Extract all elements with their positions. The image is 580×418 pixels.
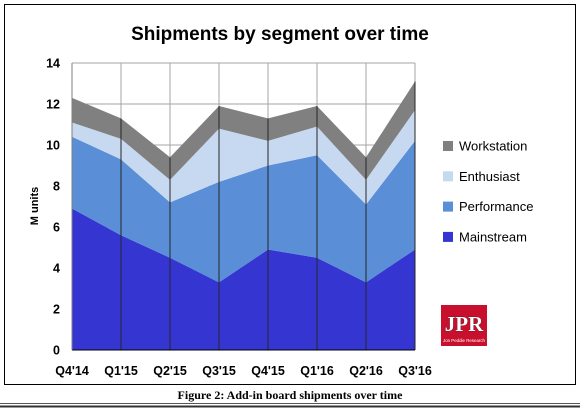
legend-swatch-workstation — [443, 141, 453, 151]
x-tick-label: Q3'16 — [398, 364, 432, 378]
area-performance — [72, 136, 415, 283]
area-enthusiast — [72, 110, 415, 205]
jpr-logo: JPR Jon Peddie Research — [441, 305, 487, 346]
y-tick-label: 0 — [53, 344, 60, 358]
figure-caption: Figure 2: Add-in board shipments over ti… — [178, 388, 404, 402]
y-tick-label: 6 — [53, 221, 60, 235]
logo-text: JPR — [445, 312, 484, 336]
y-tick-label: 10 — [46, 139, 60, 153]
x-tick-label: Q2'15 — [153, 364, 187, 378]
y-tick-label: 8 — [53, 180, 60, 194]
legend-swatch-mainstream — [443, 231, 453, 242]
x-tick-label: Q1'16 — [300, 364, 334, 378]
logo-background — [441, 305, 487, 346]
legend: Workstation Enthusiast Performance Mainstre… — [443, 139, 533, 244]
y-axis-title: M units — [29, 187, 41, 226]
y-tick-label: 12 — [46, 98, 60, 112]
legend-swatch-enthusiast — [443, 171, 453, 182]
legend-swatch-performance — [443, 201, 453, 212]
logo-subtext: Jon Peddie Research — [443, 338, 485, 344]
legend-label-enthusiast: Enthusiast — [459, 169, 520, 184]
legend-label-workstation: Workstation — [459, 139, 527, 154]
area-mainstream — [72, 208, 415, 350]
chart-title: Shipments by segment over time — [131, 24, 429, 45]
y-tick-label: 4 — [53, 262, 60, 276]
legend-label-mainstream: Mainstream — [459, 229, 527, 244]
x-tick-label: Q2'16 — [349, 364, 383, 378]
x-tick-label: Q3'15 — [202, 364, 236, 378]
x-tick-label: Q4'15 — [251, 364, 285, 378]
legend-label-performance: Performance — [459, 199, 533, 214]
area-workstation — [72, 81, 415, 180]
stacked-areas — [72, 81, 415, 350]
x-tick-label: Q1'15 — [104, 364, 138, 378]
y-tick-label: 2 — [53, 303, 60, 317]
y-tick-label: 14 — [46, 57, 60, 71]
axes — [71, 63, 415, 351]
x-tick-label: Q4'14 — [55, 364, 89, 378]
tick-labels: Q4'14 Q1'15 Q2'15 Q3'15 Q4'15 Q1'16 Q2'16 Q3'16… — [46, 57, 432, 379]
